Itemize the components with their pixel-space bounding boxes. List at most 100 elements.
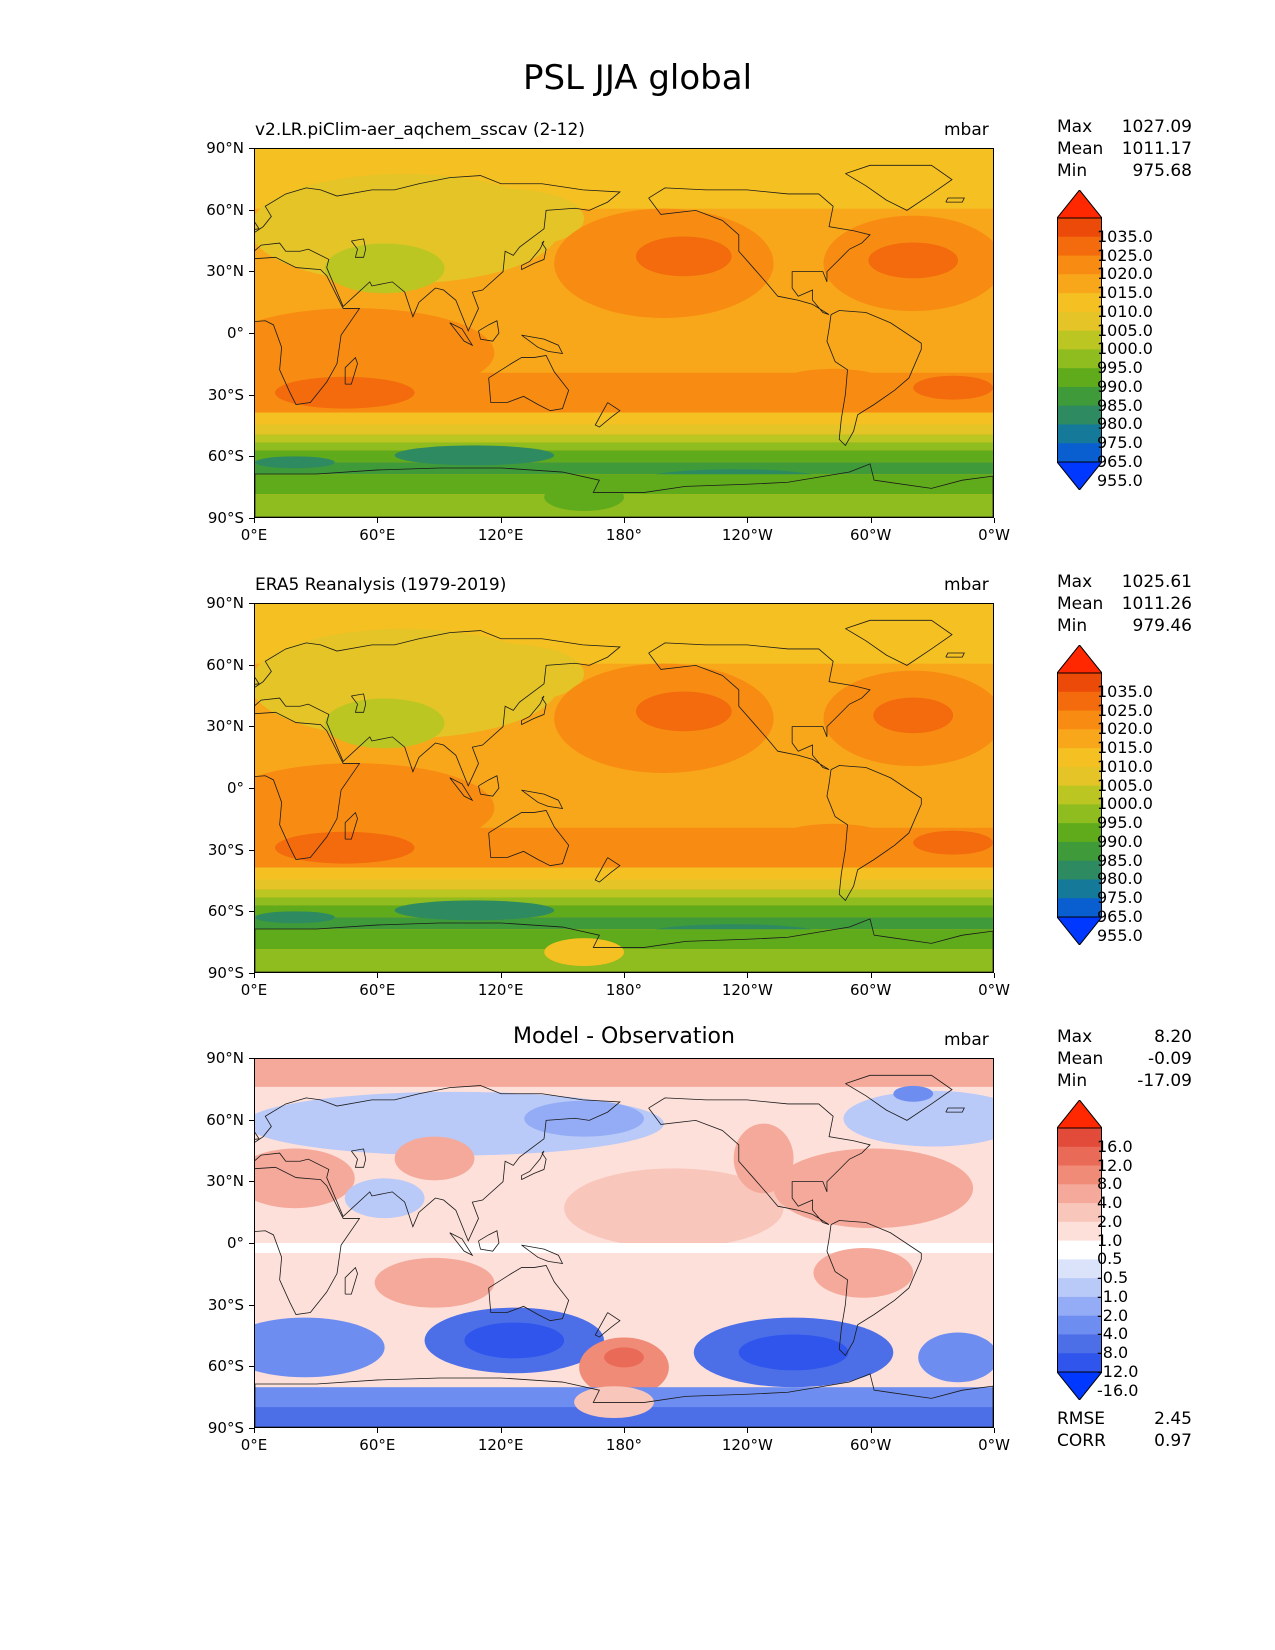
- colorbar-segment: [1057, 766, 1102, 787]
- colorbar-tick-label: 1020.0: [1097, 264, 1153, 284]
- coastline: [255, 463, 993, 517]
- y-tick-mark: [249, 1304, 254, 1306]
- stat-label: Min: [1057, 161, 1088, 181]
- y-tick-label: 60°N: [206, 655, 244, 674]
- y-tick-mark: [249, 1366, 254, 1368]
- field-stats: Max 8.20 Mean -0.09 Min -17.09: [1057, 1026, 1192, 1092]
- coastline: [344, 811, 358, 840]
- colorbar-segment: [1057, 1146, 1102, 1167]
- x-tick-mark: [500, 518, 502, 523]
- y-tick-mark: [249, 456, 254, 458]
- colorbar-segment: [1057, 1221, 1102, 1242]
- colorbar-segment: [1057, 691, 1102, 712]
- colorbar-segment: [1057, 823, 1102, 843]
- coastline: [351, 238, 367, 258]
- y-tick-mark: [249, 849, 254, 851]
- colorbar-tick-label: 965.0: [1097, 452, 1143, 471]
- y-tick-label: 90°S: [207, 964, 244, 982]
- colorbar-segment: [1057, 1296, 1102, 1317]
- coastline: [255, 256, 361, 405]
- psl-field: [255, 149, 993, 517]
- colorbar-segment: [1057, 1184, 1102, 1204]
- y-tick-label: 30°N: [206, 717, 244, 736]
- colorbar-tick-label: -0.5: [1097, 1268, 1129, 1288]
- x-tick-label: 180°: [605, 1436, 643, 1454]
- coastline: [521, 1244, 564, 1264]
- x-tick-mark: [254, 1428, 255, 1433]
- colorbar-tick-label: 990.0: [1097, 831, 1143, 851]
- colorbar-tick-label: 1025.0: [1097, 700, 1153, 720]
- stat-value: -0.09: [1148, 1049, 1192, 1069]
- stat-value: -17.09: [1137, 1071, 1192, 1091]
- stat-row: Mean 1011.26: [1057, 593, 1192, 615]
- x-tick-mark: [994, 973, 995, 978]
- colorbar-segment: [1057, 1259, 1102, 1279]
- coastline: [255, 630, 621, 787]
- x-tick-mark: [500, 1428, 502, 1433]
- coastline: [255, 1131, 260, 1140]
- y-tick-mark: [249, 911, 254, 913]
- stat-value: 2.45: [1154, 1409, 1192, 1429]
- x-tick-label: 60°E: [359, 526, 396, 544]
- colorbar-segment: [1057, 1203, 1102, 1223]
- colorbar-tick-label: 1035.0: [1097, 226, 1153, 246]
- colorbar-segment: [1057, 405, 1102, 425]
- stat-value: 8.20: [1154, 1027, 1192, 1047]
- coastline: [255, 1166, 361, 1315]
- coastline: [478, 1230, 500, 1252]
- coastline: [945, 197, 965, 203]
- y-tick-mark: [249, 209, 254, 211]
- x-tick-label: 0°W: [978, 526, 1010, 544]
- y-tick-label: 30°S: [207, 385, 244, 404]
- colorbar-tick-label: 1000.0: [1097, 794, 1153, 814]
- y-tick-label: 0°: [226, 779, 244, 797]
- colorbar-tick-label: 1010.0: [1097, 301, 1153, 321]
- y-tick-label: 60°S: [207, 1357, 244, 1376]
- colorbar-segment: [1057, 311, 1102, 332]
- x-tick-mark: [624, 518, 625, 523]
- x-tick-mark: [747, 518, 749, 523]
- y-tick-mark: [249, 333, 254, 334]
- stat-value: 979.46: [1132, 616, 1192, 636]
- y-tick-label: 60°S: [207, 447, 244, 466]
- coastline: [521, 334, 564, 354]
- x-tick-mark: [377, 518, 379, 523]
- colorbar-segment: [1057, 898, 1102, 918]
- colorbar-segment: [1057, 673, 1102, 693]
- stat-value: 1025.61: [1121, 572, 1192, 592]
- colorbar-segment: [1057, 218, 1102, 238]
- colorbar-segment: [1057, 1165, 1102, 1185]
- x-tick-mark: [624, 973, 625, 978]
- y-tick-label: 30°S: [207, 1295, 244, 1314]
- stat-row: CORR 0.97: [1057, 1430, 1192, 1452]
- colorbar-segment: [1057, 386, 1102, 407]
- colorbar-tick-label: 4.0: [1097, 1193, 1123, 1213]
- colorbar-segment: [1057, 1240, 1102, 1260]
- field-stats: Max 1025.61 Mean 1011.26 Min 979.46: [1057, 571, 1192, 637]
- stat-row: Mean -0.09: [1057, 1048, 1192, 1070]
- y-tick-mark: [249, 271, 254, 273]
- x-tick-label: 0°E: [240, 526, 268, 544]
- colorbar-segment: [1057, 443, 1102, 463]
- coastline: [449, 1232, 474, 1257]
- stat-value: 1027.09: [1121, 117, 1192, 137]
- y-tick-label: 30°N: [206, 262, 244, 281]
- colorbar-segment: [1057, 879, 1102, 899]
- colorbar-tick-label: 12.0: [1097, 1155, 1133, 1175]
- colorbar-segment: [1057, 785, 1102, 805]
- coastline: [648, 642, 871, 770]
- colorbar-segment: [1057, 1128, 1102, 1148]
- stat-label: Min: [1057, 616, 1088, 636]
- colorbar-tick-label: 1015.0: [1097, 738, 1153, 758]
- stat-value: 975.68: [1132, 161, 1192, 181]
- map-panel: [254, 603, 994, 973]
- colorbar-tick-label: 985.0: [1097, 850, 1143, 870]
- colorbar-tick-label: -2.0: [1097, 1305, 1129, 1325]
- colorbar-tick-label: 1005.0: [1097, 775, 1153, 795]
- colorbar-segment: [1057, 1353, 1102, 1373]
- y-tick-label: 60°N: [206, 200, 244, 219]
- stat-row: Max 1027.09: [1057, 116, 1192, 138]
- y-tick-label: 90°N: [206, 1049, 244, 1067]
- coastline: [845, 619, 953, 666]
- psl-field: [255, 604, 993, 972]
